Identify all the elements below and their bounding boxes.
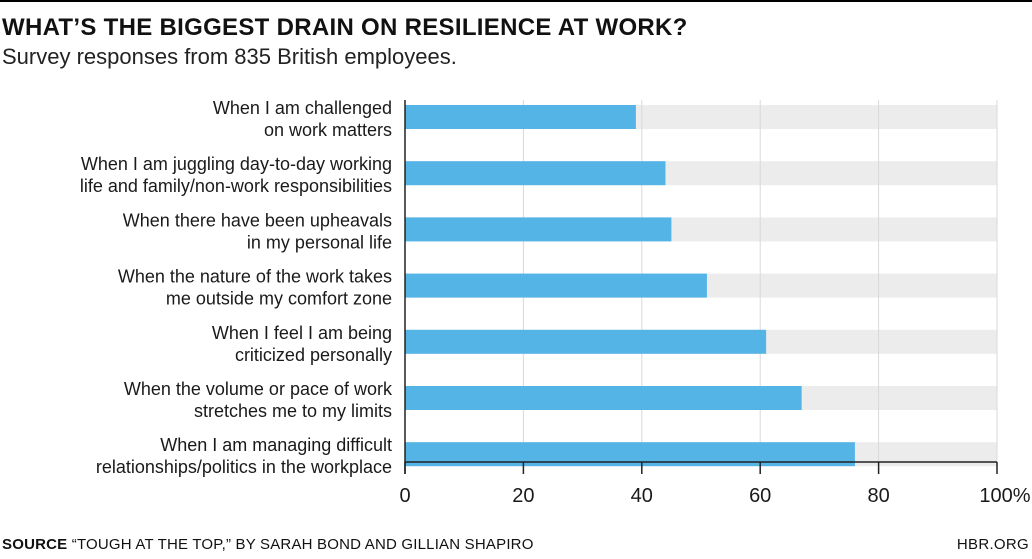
bar [405,161,666,186]
x-tick-label: 40 [631,485,653,507]
category-label-line: When I am managing difficult [160,435,392,455]
x-tick-label: 20 [512,485,534,507]
category-label: When there have been upheavals in my pers… [123,210,392,252]
x-tick-label: 80 [867,485,889,507]
category-label: When the nature of the work takes me outs… [118,267,392,309]
x-tick-label: 0 [399,485,410,507]
category-label-line: When I am juggling day-to-day working [81,154,392,174]
category-label-line: When the nature of the work takes [118,267,392,287]
category-label-line: stretches me to my limits [194,401,392,421]
category-label-line: me outside my comfort zone [166,289,392,309]
bar [405,105,636,129]
x-tick-label: 100% [979,485,1030,507]
category-label-line: When there have been upheavals [123,210,392,230]
category-label-line: When I feel I am being [212,323,392,343]
category-label: When I am challenged on work matters [213,98,392,140]
category-label: When I am managing difficult relationship… [96,435,392,477]
source-line: SOURCE “TOUGH AT THE TOP,” BY SARAH BOND… [2,536,534,553]
category-label: When the volume or pace of work stretches… [124,379,393,421]
category-label-line: criticized personally [235,345,392,365]
category-label-line: When I am challenged [213,98,392,118]
bar-chart: When I am challenged on work mattersWhen … [80,98,1031,507]
category-label: When I am juggling day-to-day working lif… [80,154,392,196]
x-tick-label: 60 [749,485,771,507]
brand-mark: HBR.ORG [956,536,1029,553]
source-label: SOURCE [2,536,68,553]
bar [405,217,672,242]
category-label-line: life and family/non-work responsibilitie… [80,176,392,196]
top-rule [0,0,1032,2]
category-label-line: When the volume or pace of work [124,379,393,399]
chart-subtitle: Survey responses from 835 British employ… [2,44,457,69]
category-label: When I feel I am being criticized persona… [212,323,392,365]
bar [405,386,802,410]
chart-title: WHAT’S THE BIGGEST DRAIN ON RESILIENCE A… [2,14,688,41]
category-label-line: in my personal life [247,232,392,252]
bar [405,329,767,354]
source-text: “TOUGH AT THE TOP,” BY SARAH BOND AND GI… [67,536,534,553]
category-label-line: relationships/politics in the workplace [96,457,392,477]
category-label-line: on work matters [264,120,392,140]
bar [405,273,707,298]
